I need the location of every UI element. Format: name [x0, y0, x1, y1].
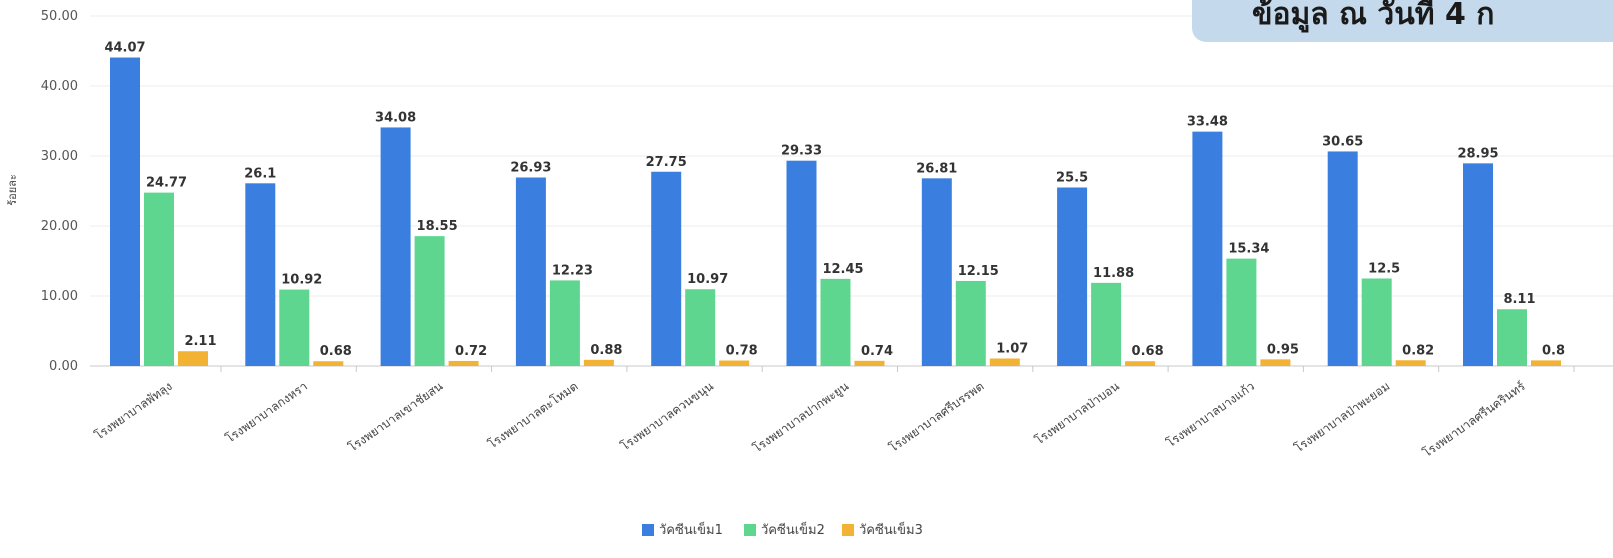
bar	[719, 360, 750, 366]
data-label: 12.23	[552, 263, 593, 278]
x-category-label: โรงพยาบาลตะโหมด	[485, 379, 580, 452]
bar	[110, 57, 140, 366]
bar	[313, 361, 344, 366]
data-label: 0.88	[590, 343, 622, 358]
data-label: 44.07	[104, 41, 145, 56]
data-label: 12.5	[1368, 262, 1400, 277]
data-label: 10.97	[687, 272, 728, 287]
data-label: 0.78	[726, 344, 758, 359]
data-label: 0.68	[1132, 344, 1164, 359]
x-category-label: โรงพยาบาลพัทลุง	[92, 379, 175, 444]
data-label: 34.08	[375, 110, 416, 125]
legend-label: วัคซีนเข็ม1	[659, 520, 723, 538]
bar	[448, 360, 479, 366]
bar	[178, 351, 208, 366]
x-category-label: โรงพยาบาลป่าบอน	[1032, 379, 1122, 448]
bar	[144, 192, 174, 366]
data-labels: 44.07 24.77 2.11 26.1 10.92 0.68 34.08 18.55 0.7…	[104, 41, 1565, 360]
legend-label: วัคซีนเข็ม2	[761, 520, 825, 538]
y-tick-label: 20.00	[41, 219, 78, 234]
bar	[1497, 309, 1527, 366]
bar	[1057, 187, 1088, 366]
x-category-label: โรงพยาบาลป่าพะยอม	[1292, 379, 1393, 455]
bar	[1327, 151, 1358, 366]
legend-swatch	[842, 524, 854, 536]
bar	[1192, 131, 1223, 366]
data-label: 0.82	[1402, 343, 1434, 358]
bar	[685, 289, 716, 366]
bar	[955, 280, 986, 366]
y-tick-label: 50.00	[41, 9, 78, 24]
data-label: 26.1	[244, 166, 276, 181]
x-category-label: โรงพยาบาลกงหรา	[223, 379, 310, 446]
legend: วัคซีนเข็ม1 วัคซีนเข็ม2 วัคซีนเข็ม3	[642, 520, 923, 538]
bar	[279, 289, 310, 366]
data-label: 28.95	[1457, 146, 1498, 161]
bar	[515, 177, 546, 366]
data-label: 0.68	[320, 344, 352, 359]
data-label: 33.48	[1187, 115, 1228, 130]
bar	[921, 178, 952, 366]
data-label: 25.5	[1056, 171, 1088, 186]
x-category-label: โรงพยาบาลศรีนครินทร์	[1420, 379, 1528, 460]
bar	[380, 127, 411, 366]
data-label: 0.74	[861, 344, 893, 359]
bar	[1361, 278, 1392, 366]
bar	[786, 160, 817, 366]
bar	[1125, 361, 1156, 366]
data-label: 0.72	[455, 344, 487, 359]
bar	[1226, 258, 1257, 366]
grid-lines	[90, 15, 1613, 367]
data-label: 2.11	[184, 334, 216, 349]
data-label: 12.45	[822, 262, 863, 277]
x-category-label: โรงพยาบาลปากพะยูน	[750, 379, 851, 456]
bar	[1091, 282, 1122, 366]
data-label: 8.11	[1503, 292, 1535, 307]
bar	[989, 358, 1020, 366]
y-tick-label: 30.00	[41, 149, 78, 164]
bar	[651, 171, 682, 366]
y-axis-ticks: 0.00 10.00 20.00 30.00 40.00 50.00	[41, 9, 78, 374]
data-label: 26.93	[510, 160, 551, 175]
y-tick-label: 40.00	[41, 79, 78, 94]
bar	[549, 280, 580, 366]
bar	[583, 359, 614, 366]
bar	[414, 236, 445, 366]
bar	[1531, 360, 1561, 366]
data-label: 0.95	[1267, 342, 1299, 357]
x-axis-categories: โรงพยาบาลพัทลุง โรงพยาบาลกงหรา โรงพยาบาลเข…	[92, 366, 1575, 460]
bar	[245, 183, 276, 366]
legend-label: วัคซีนเข็ม3	[859, 520, 923, 538]
data-label: 29.33	[781, 144, 822, 159]
bar	[1395, 360, 1426, 366]
x-category-label: โรงพยาบาลศรีบรรพต	[886, 379, 986, 455]
x-category-label: โรงพยาบาลเขาชัยสน	[346, 379, 446, 455]
data-label: 26.81	[916, 161, 957, 176]
y-tick-label: 0.00	[49, 359, 78, 374]
legend-swatch	[642, 524, 654, 536]
bar	[1463, 163, 1493, 366]
x-category-label: โรงพยาบาลบางแก้ว	[1164, 379, 1257, 450]
data-label: 0.8	[1542, 343, 1565, 358]
data-label: 27.75	[646, 155, 687, 170]
bar	[1260, 359, 1291, 366]
bars	[110, 57, 1561, 366]
data-label: 11.88	[1093, 266, 1134, 281]
data-label: 12.15	[958, 264, 999, 279]
data-label: 10.92	[281, 273, 322, 288]
y-tick-label: 10.00	[41, 289, 78, 304]
data-label: 1.07	[996, 342, 1028, 357]
data-label: 15.34	[1228, 242, 1269, 257]
bar	[820, 278, 851, 366]
bar	[854, 360, 885, 366]
data-label: 30.65	[1322, 134, 1363, 149]
y-axis-label: ร้อยละ	[6, 174, 19, 206]
date-banner: ข้อมูล ณ วันที่ 4 ก	[1192, 0, 1613, 42]
data-label: 24.77	[146, 176, 187, 191]
x-category-label: โรงพยาบาลควนขนุน	[618, 379, 716, 454]
legend-swatch	[744, 524, 756, 536]
data-label: 18.55	[417, 219, 458, 234]
